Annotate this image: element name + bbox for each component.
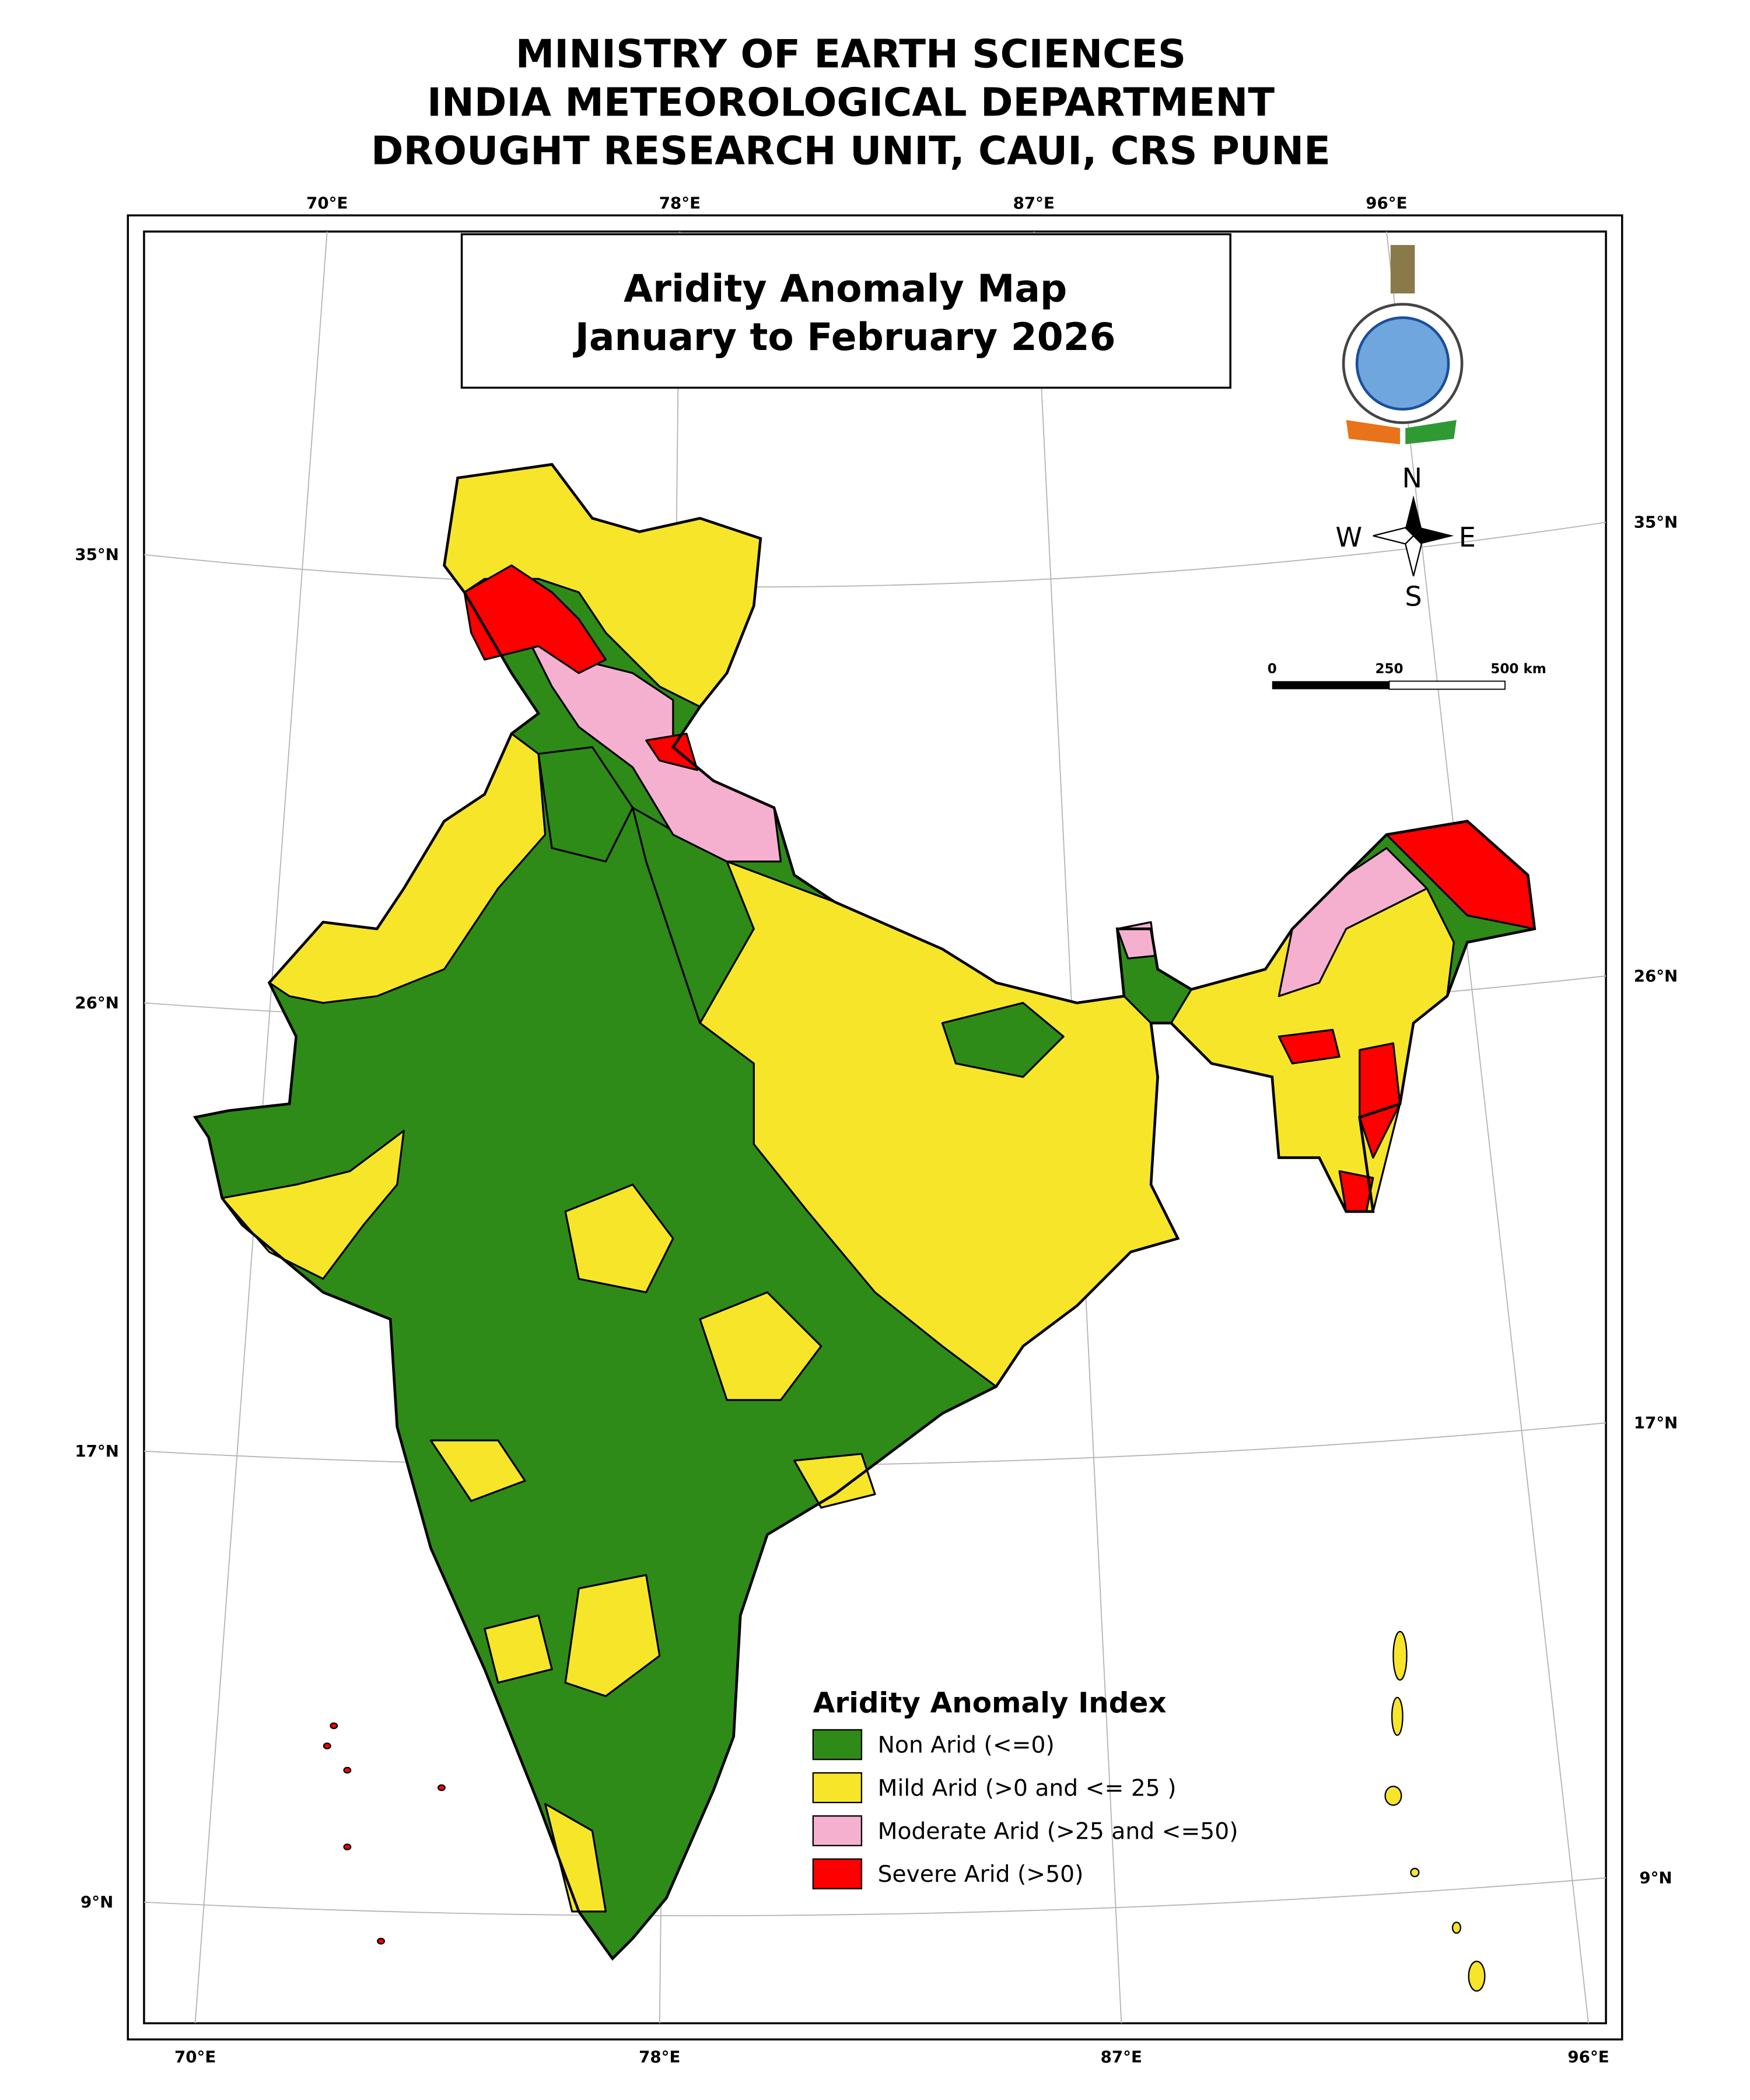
region	[564, 1184, 674, 1293]
region	[544, 1803, 607, 1913]
parallel	[144, 522, 1606, 588]
lon-label: 87°E	[1013, 194, 1055, 213]
island	[330, 1722, 338, 1730]
compass-label: N	[1402, 462, 1423, 494]
parallel	[144, 1877, 1606, 1917]
header-line: INDIA METEOROLOGICAL DEPARTMENT	[427, 79, 1275, 125]
lon-label: 87°E	[1101, 2047, 1142, 2066]
island	[323, 1742, 331, 1749]
island	[1391, 1696, 1404, 1736]
legend-swatch	[812, 1729, 863, 1760]
legend-title: Aridity Anomaly Index	[813, 1686, 1167, 1719]
scale-label: 0	[1268, 662, 1277, 677]
lat-label: 17°N	[75, 1441, 119, 1461]
scale-segment	[1388, 680, 1506, 690]
compass-point	[1373, 527, 1415, 545]
lat-label: 26°N	[75, 993, 119, 1012]
region	[1278, 1028, 1340, 1065]
island	[377, 1937, 385, 1945]
imd-logo	[1342, 245, 1464, 444]
meridian	[1386, 231, 1589, 2024]
island	[343, 1843, 352, 1850]
region	[463, 564, 607, 674]
region	[1359, 1042, 1401, 1159]
inner-frame	[143, 230, 1607, 2025]
region	[645, 733, 698, 771]
scale-segment	[1272, 681, 1390, 690]
scale-bar: 0 250 500 km	[1268, 662, 1546, 690]
lon-label: 70°E	[174, 2047, 216, 2066]
lon-label: 96°E	[1366, 194, 1407, 213]
scale-label: 500 km	[1490, 662, 1546, 677]
lat-label: 17°N	[1634, 1413, 1678, 1432]
island	[438, 1784, 446, 1791]
compass-label: W	[1335, 522, 1362, 553]
lat-label: 35°N	[1634, 513, 1678, 532]
compass-point	[1413, 527, 1454, 544]
lat-label: 35°N	[75, 545, 119, 564]
logo-ribbon	[1405, 420, 1457, 444]
lat-label: 26°N	[1634, 966, 1678, 985]
scale-label: 250	[1375, 662, 1403, 677]
logo-ribbon	[1346, 420, 1400, 444]
region	[699, 1291, 822, 1401]
header-line: DROUGHT RESEARCH UNIT, CAUI, CRS PUNE	[371, 128, 1331, 174]
outer-frame	[127, 214, 1623, 2041]
lon-label: 78°E	[659, 194, 701, 213]
island	[1468, 1961, 1486, 1992]
legend-label: Moderate Arid (>25 and <=50)	[878, 1818, 1238, 1845]
map-title: January to February 2026	[573, 316, 1116, 359]
lon-label: 96°E	[1567, 2047, 1609, 2066]
lon-label: 70°E	[306, 194, 348, 213]
region	[1278, 847, 1428, 998]
map-title-box	[460, 233, 1231, 389]
region	[484, 1614, 553, 1684]
island	[1451, 1922, 1461, 1934]
region	[564, 1574, 661, 1698]
land-regions	[192, 463, 1536, 1992]
emblem	[1390, 245, 1415, 294]
lat-label: 9°N	[1639, 1868, 1672, 1887]
logo-globe	[1355, 316, 1450, 411]
region	[793, 1452, 876, 1509]
lon-label: 78°E	[639, 2047, 680, 2066]
compass-point	[1405, 495, 1422, 536]
legend-label: Non Arid (<=0)	[878, 1732, 1055, 1759]
island	[1384, 1786, 1402, 1806]
map-title: Aridity Anomaly Map	[624, 267, 1067, 311]
legend-swatch	[812, 1858, 863, 1889]
island	[1410, 1867, 1420, 1878]
legend-label: Mild Arid (>0 and <= 25 )	[878, 1775, 1177, 1801]
compass-label: S	[1405, 580, 1422, 612]
legend-swatch	[812, 1772, 863, 1804]
legend-label: Severe Arid (>50)	[878, 1861, 1084, 1888]
legend: Aridity Anomaly Index Non Arid (<=0) Mild…	[812, 1686, 1238, 1889]
island	[1392, 1630, 1408, 1681]
island	[343, 1766, 352, 1774]
region	[537, 746, 634, 863]
graticule-labels: 70°E 78°E 87°E 96°E 70°E 78°E 87°E 96°E …	[75, 194, 1678, 2067]
region-outline	[192, 463, 1536, 1961]
compass-label: E	[1459, 522, 1476, 553]
compass: N E S W	[1335, 462, 1475, 612]
region	[941, 1002, 1065, 1078]
header-line: MINISTRY OF EARTH SCIENCES	[516, 31, 1186, 76]
region	[429, 1439, 526, 1502]
legend-swatch	[812, 1815, 863, 1846]
lat-label: 9°N	[80, 1892, 113, 1912]
